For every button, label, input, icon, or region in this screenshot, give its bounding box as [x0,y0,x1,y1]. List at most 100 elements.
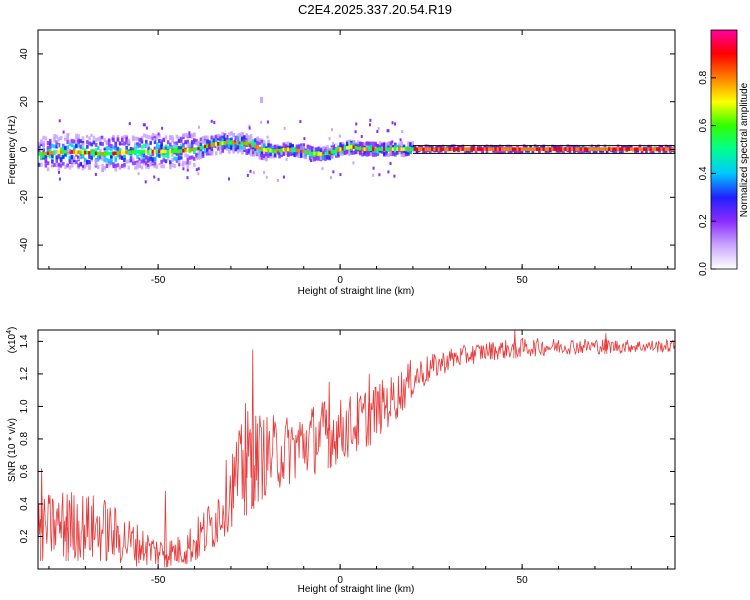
spectrogram-outlier [393,174,396,178]
spectrogram-outlier [157,177,160,181]
spectrogram-cell [72,139,76,144]
spectrogram-cell [99,136,102,141]
spectrogram-cell [241,132,244,137]
spectrogram-core [616,147,620,151]
spectrogram-cell [267,153,270,158]
spectrogram-outlier [323,145,326,149]
spectrogram-core [286,147,290,152]
spectrogram-cell [282,151,286,156]
spectrogram-cell [369,152,373,157]
spectrogram-cell [138,163,142,168]
spectrogram-cell [44,158,48,163]
spectrogram-core [479,147,482,151]
spectrogram-cell [286,145,290,150]
spectrogram-core [452,147,456,151]
spectrogram-cell [391,144,395,149]
spectrogram-cell [376,152,380,157]
spectrogram-core [522,147,526,151]
spectrogram-core [549,147,552,151]
spectrogram-cell [92,140,96,145]
spectrogram-cell [363,151,367,156]
spectrogram-outlier [401,130,404,134]
spectrogram-core [396,147,399,151]
spectrogram-core [345,146,349,150]
spectrogram-cell [385,142,388,147]
spectrogram-cell [105,149,109,154]
spectrogram-cell [252,152,255,157]
spectrogram-cell [138,143,142,148]
spectrogram-cell [634,149,637,154]
spectrogram-core [446,147,450,151]
spectrogram-cell [96,155,100,160]
spectrogram-cell [164,147,168,152]
spectrogram-cell [265,157,268,162]
spectrogram-cell [262,156,266,161]
spectrogram-cell [383,151,386,156]
spectrogram-cell [175,158,179,163]
spectrogram-cell [171,145,174,150]
spectrogram-core [597,147,600,151]
spectrogram-core [75,150,78,154]
spectrogram-core [573,147,576,151]
spectrogram-outlier [112,135,115,139]
spectrogram-cell [588,149,591,154]
spectrogram-outlier [367,153,370,157]
spectrogram-core [653,147,657,151]
spectrogram-cell [345,147,349,152]
spectrogram-core [79,150,83,155]
spectrogram-cell [498,144,502,149]
spectrogram-cell [232,149,235,154]
spectrogram-core [125,150,128,155]
spectrogram-outlier [387,170,390,174]
spectrogram-outlier [161,139,164,143]
spectrogram-cell [214,134,218,139]
spectrogram-outlier [302,143,305,147]
spectrogram-core [230,140,233,144]
spectrogram-outlier [377,127,380,131]
spectrogram-cell [324,146,327,151]
spectrogram-core [636,147,640,151]
spectrogram-cell [142,156,146,161]
spectrogram-outlier [137,172,140,176]
spectrogram-cell [81,140,85,145]
spectrogram-cell [136,165,139,170]
spectrogram-cell [284,151,288,156]
spectrogram-cell [75,133,78,138]
spectrogram-cell [533,144,537,149]
spectrogram-cell [62,165,65,170]
spectrogram-cell [278,154,281,159]
spectrogram-core [256,145,259,150]
spectrogram-cell [164,135,168,140]
snr-ytick-label: 0.2 [19,529,30,543]
spectrogram-cell [498,149,502,154]
spectrogram-core [642,147,646,151]
spectrogram-cell [297,144,301,149]
spectrogram-cell [254,141,257,146]
spectrogram-cell [247,136,251,141]
snr-line [38,330,675,568]
spectrogram-core [525,147,528,151]
spectrogram-cell [46,145,50,150]
spectrogram-core [326,151,329,155]
snr-spike [604,333,608,354]
spectrogram-cell [223,137,227,142]
spectrogram-outlier [299,150,302,154]
spectrogram-cell [579,149,583,154]
spectrogram-outlier [248,126,251,130]
spectrogram-cell [147,156,150,161]
spectrogram-cell [116,146,120,151]
spectrogram-cell [96,137,100,142]
spectrogram-cell [155,133,159,138]
spectrogram-cell [64,136,67,141]
spectrogram-core [273,149,277,154]
spectrogram-core [311,152,314,156]
spectrogram-outlier [138,157,141,161]
spectrogram-core [433,147,436,151]
spectrogram-cell [302,145,305,150]
spectrogram-cell [236,133,240,138]
spectrogram-core [612,147,615,151]
spectrogram-cell [199,151,203,156]
spectrogram-cell [385,151,388,156]
spectrogram-outlier [277,151,280,155]
spectrogram-cell [70,158,74,163]
